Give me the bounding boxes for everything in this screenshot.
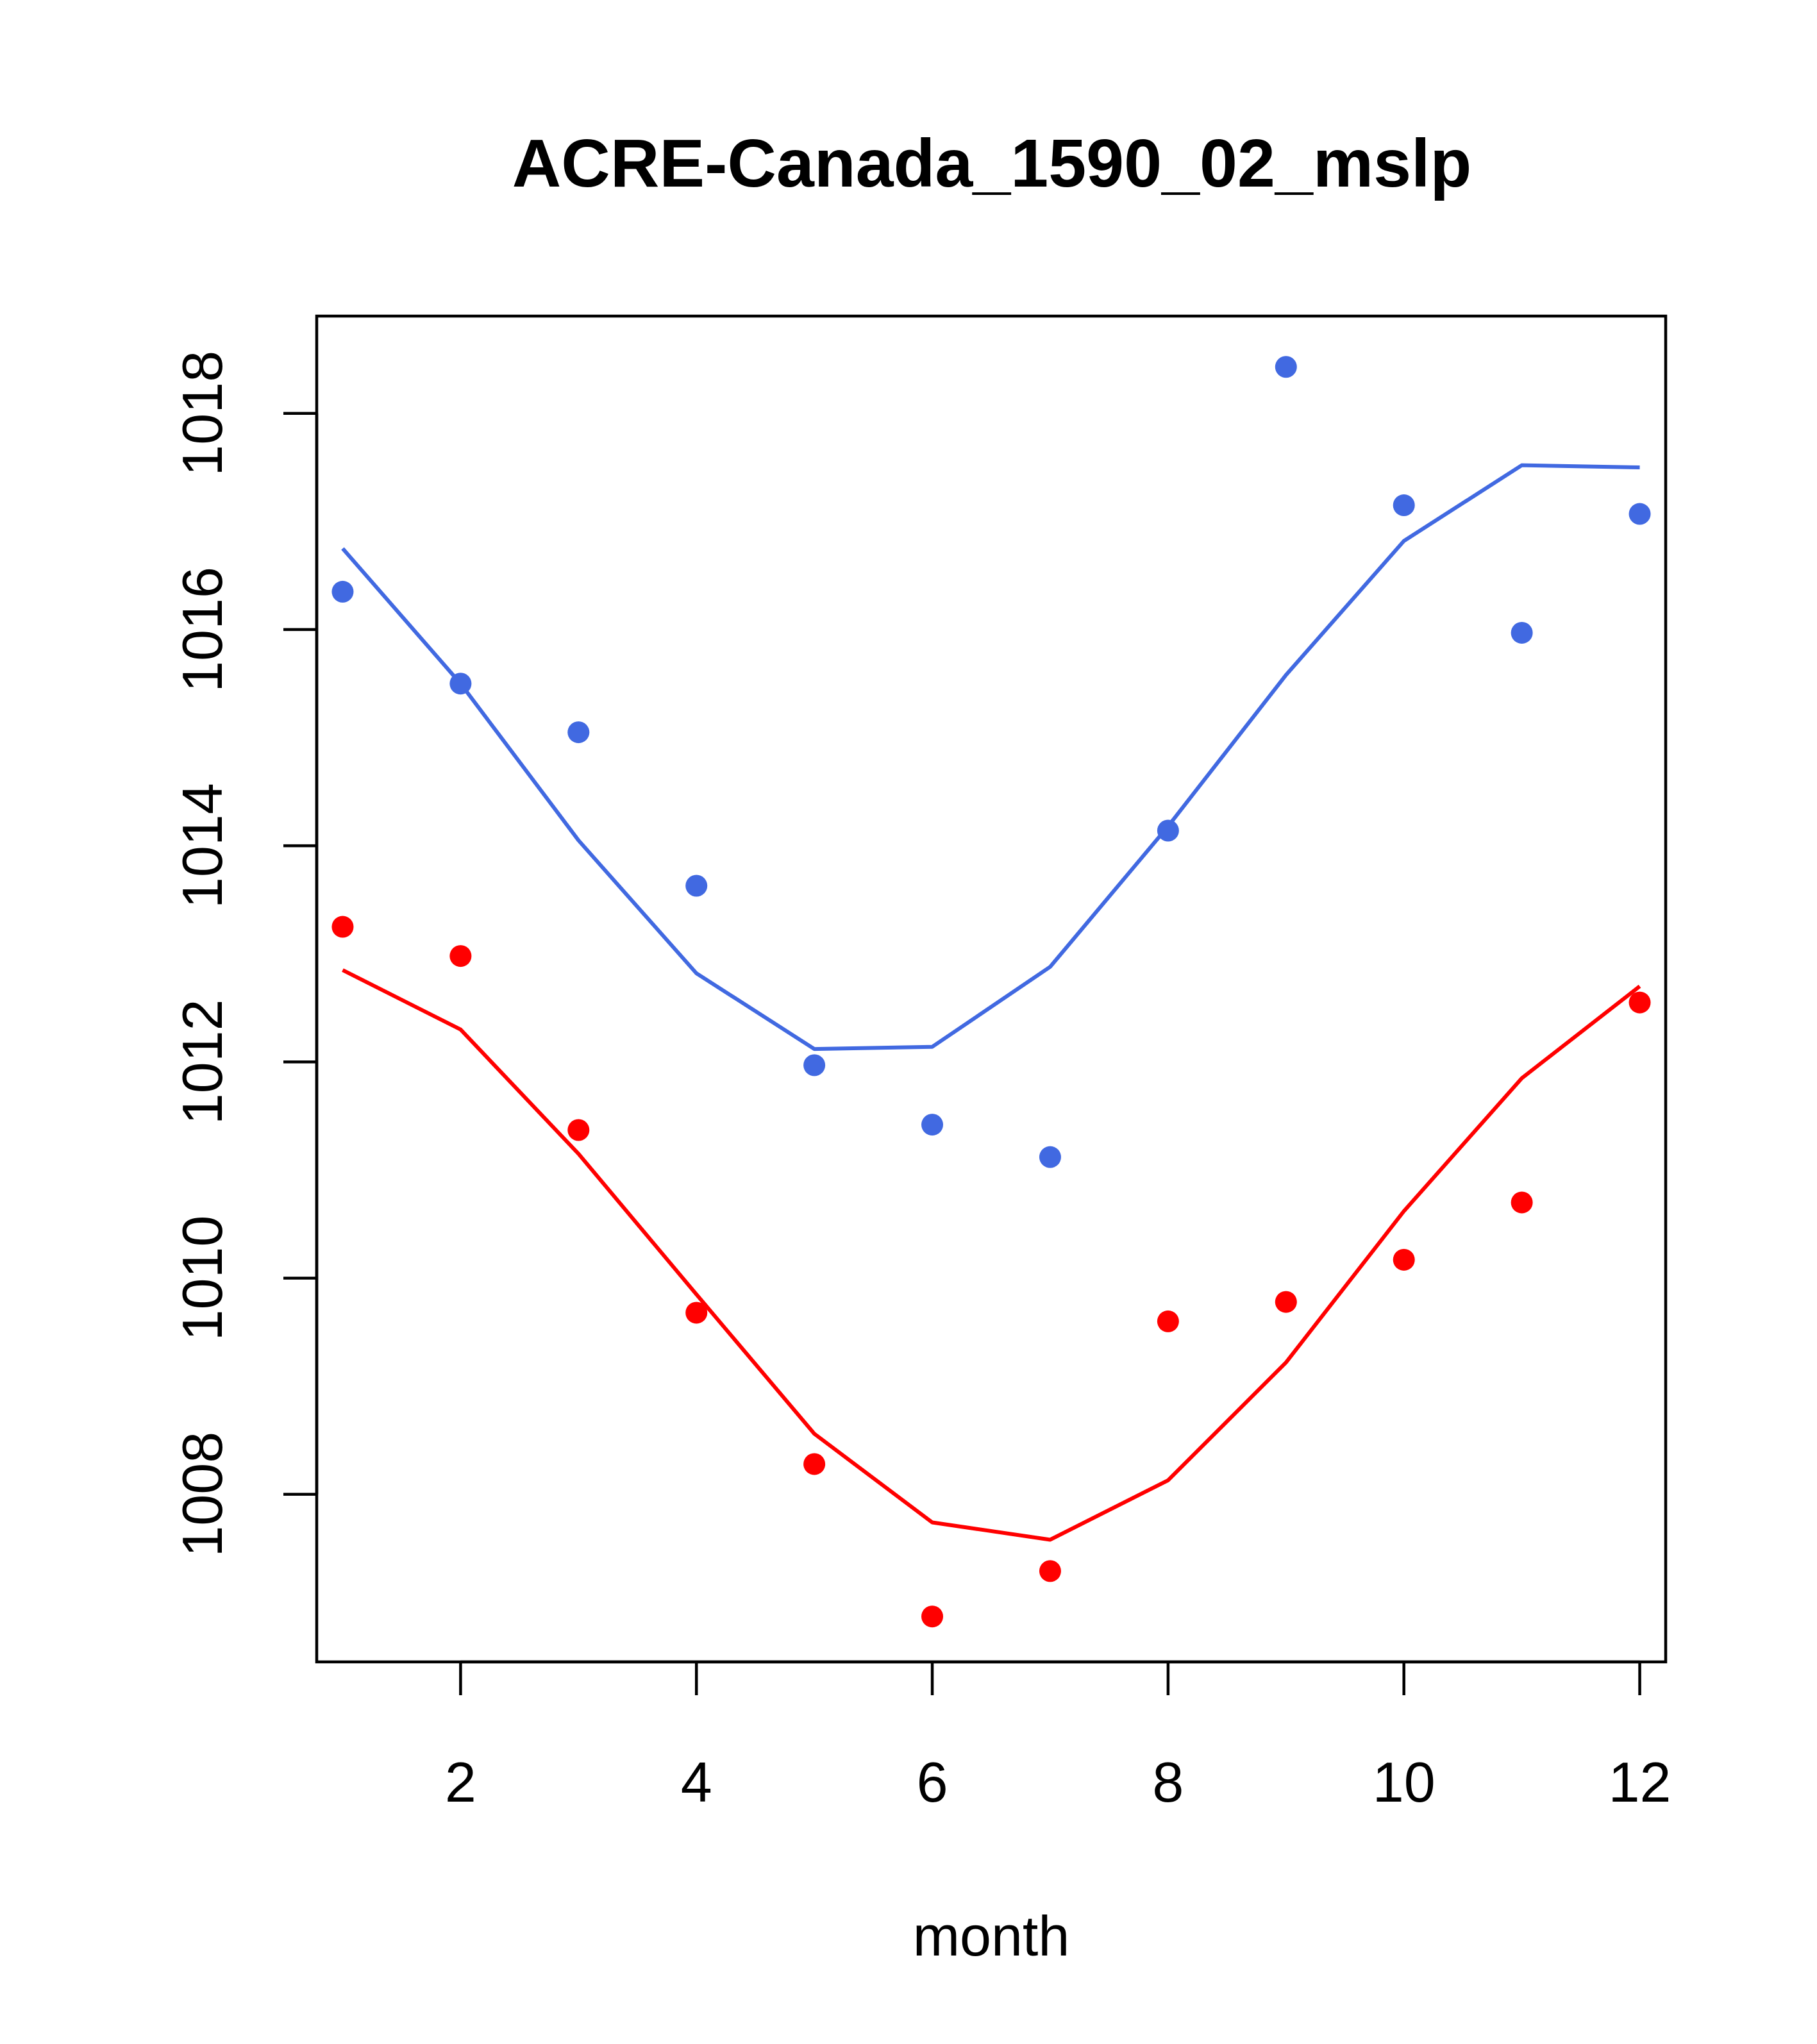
red-points-point-9: [1275, 1291, 1297, 1313]
y-axis: 1008 1010 1012 1014 1016 1018: [171, 351, 319, 1557]
blue-points-point-5: [803, 1054, 826, 1076]
blue-points-point-1: [331, 580, 354, 603]
red-points-point-1: [331, 916, 354, 938]
series-layer: [331, 356, 1651, 1628]
x-tick-label-8: 8: [1152, 1750, 1184, 1814]
blue-points-point-11: [1511, 621, 1533, 644]
red-line: [342, 968, 1641, 1542]
y-tick-label-1014: 1014: [171, 783, 234, 909]
y-tick-label-1016: 1016: [171, 567, 234, 692]
red-points-point-6: [921, 1605, 944, 1628]
red-points-point-10: [1393, 1248, 1415, 1271]
blue-points-point-9: [1275, 356, 1297, 378]
red-points-point-11: [1511, 1191, 1533, 1214]
red-points-point-3: [567, 1119, 590, 1141]
x-tick-label-4: 4: [681, 1750, 712, 1814]
blue-points-point-12: [1629, 503, 1651, 525]
x-tick-label-6: 6: [917, 1750, 948, 1814]
x-axis-label: month: [913, 1904, 1070, 1968]
red-points-point-12: [1629, 991, 1651, 1014]
y-tick-label-1008: 1008: [171, 1432, 234, 1557]
red-points-point-8: [1157, 1310, 1179, 1332]
x-tick-label-2: 2: [445, 1750, 476, 1814]
y-tick-label-1010: 1010: [171, 1216, 234, 1341]
chart-title: ACRE-Canada_1590_02_mslp: [512, 126, 1472, 201]
x-axis: 2 4 6 8 10 12: [445, 1660, 1671, 1814]
blue-line: [341, 463, 1640, 1051]
y-tick-label-1018: 1018: [171, 351, 234, 476]
x-tick-label-10: 10: [1373, 1750, 1436, 1814]
x-tick-label-12: 12: [1609, 1750, 1671, 1814]
blue-points-point-8: [1157, 819, 1179, 842]
red-points-point-7: [1039, 1560, 1061, 1582]
red-points-point-2: [449, 945, 472, 968]
blue-points-point-6: [921, 1114, 944, 1136]
red-points-point-4: [685, 1302, 708, 1324]
red-points-point-5: [803, 1453, 826, 1475]
blue-points-point-10: [1393, 494, 1415, 517]
blue-points-point-2: [449, 673, 472, 695]
y-tick-label-1012: 1012: [171, 999, 234, 1125]
blue-points-point-7: [1039, 1146, 1061, 1168]
blue-points-point-3: [567, 721, 590, 744]
plot-frame: [315, 314, 1668, 1664]
blue-points-point-4: [685, 875, 708, 897]
